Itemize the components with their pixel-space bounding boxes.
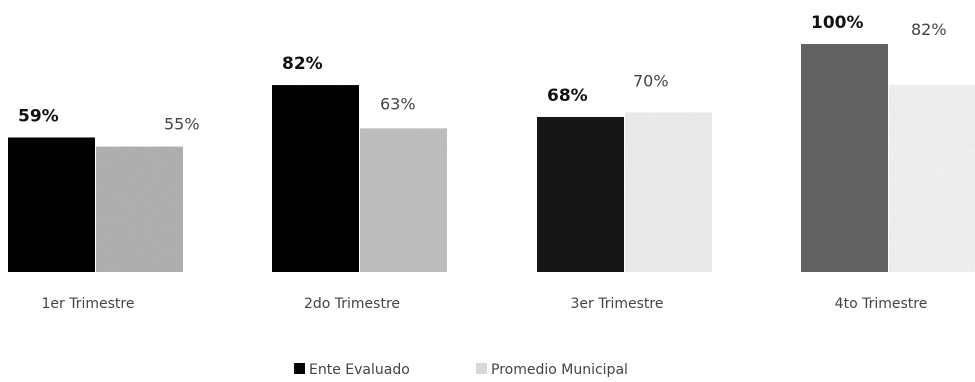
bars-group (8, 44, 975, 273)
legend-label-ente: Ente Evaluado (309, 362, 410, 378)
value-labels-group: 59% 55% 82% 63% 68% 70% 100% 82% (18, 13, 947, 134)
value-label-ente-3: 68% (547, 86, 588, 106)
value-label-promedio-1: 55% (164, 115, 200, 134)
legend-swatch-ente (294, 363, 305, 374)
category-label-3: 3er Trimestre (571, 296, 664, 312)
bar-promedio-1 (96, 146, 183, 272)
category-label-2: 2do Trimestre (304, 296, 400, 312)
legend-label-promedio: Promedio Municipal (491, 362, 628, 378)
bar-ente-2 (272, 85, 359, 272)
bar-promedio-3 (625, 112, 712, 273)
category-labels-group: 1er Trimestre 2do Trimestre 3er Trimestre 4… (42, 296, 928, 312)
bar-ente-4 (801, 44, 888, 272)
value-label-ente-1: 59% (18, 106, 59, 126)
value-label-ente-4: 100% (811, 13, 864, 33)
bar-ente-3 (537, 116, 624, 273)
legend: Ente Evaluado Promedio Municipal (294, 362, 628, 378)
bar-ente-1 (8, 137, 95, 272)
legend-swatch-promedio (476, 363, 487, 374)
value-label-promedio-2: 63% (380, 94, 416, 113)
category-label-1: 1er Trimestre (42, 296, 135, 312)
value-label-promedio-3: 70% (633, 71, 669, 90)
bar-promedio-2 (360, 128, 447, 272)
category-label-4: 4to Trimestre (835, 296, 928, 312)
bar-promedio-4 (889, 85, 975, 272)
value-label-ente-2: 82% (282, 54, 323, 74)
value-label-promedio-4: 82% (911, 20, 947, 39)
